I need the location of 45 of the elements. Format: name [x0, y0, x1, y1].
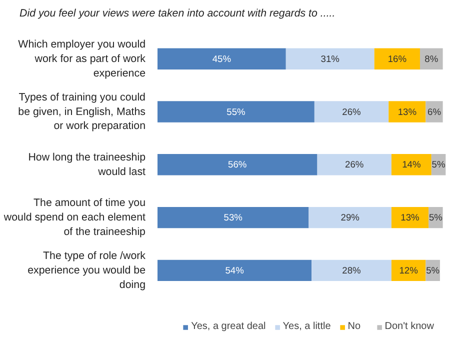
bar — [374, 48, 420, 70]
y-tick-label: How long the traineeship would last — [28, 151, 146, 178]
data-label: 45% — [212, 54, 232, 64]
bar — [308, 206, 392, 228]
data-label: 29% — [340, 212, 360, 223]
legend-label: Yes, a little — [282, 321, 331, 332]
bar — [312, 260, 392, 281]
chart-title: Did you feel your views were taken into account with regards to ..... — [20, 8, 336, 20]
bar — [158, 154, 318, 176]
data-label: 13% — [400, 212, 420, 223]
legend-label: No — [348, 321, 362, 332]
data-label: 13% — [398, 106, 416, 117]
legend-label: Don't know — [384, 321, 434, 332]
bar — [158, 206, 309, 228]
data-label: 14% — [402, 160, 421, 170]
data-label: 8% — [424, 54, 438, 64]
data-label: 56% — [228, 160, 247, 170]
data-label: 54% — [225, 265, 244, 276]
bar — [158, 48, 286, 70]
bar — [317, 154, 392, 176]
data-label: 53% — [224, 212, 242, 223]
data-label: 26% — [342, 106, 361, 117]
data-label: 28% — [342, 265, 361, 276]
data-label: 26% — [345, 160, 364, 170]
data-label: 55% — [226, 106, 246, 117]
y-tick-label: Which employer you would work for as part of work experience — [18, 38, 146, 80]
bar — [314, 101, 389, 122]
bar — [286, 48, 374, 70]
bar — [391, 154, 432, 176]
data-label: 5% — [428, 212, 442, 223]
data-label: 12% — [399, 265, 418, 276]
bar — [158, 260, 312, 281]
data-label: 5% — [432, 160, 446, 170]
legend-label: Yes, a great deal — [191, 321, 266, 332]
y-tick-label: The type of role /work experience you would be doing — [28, 250, 146, 291]
bar — [391, 206, 429, 228]
y-tick-label: The amount of time you would spend on each element of the traineeship — [2, 197, 146, 238]
data-label: 5% — [426, 265, 440, 276]
bar — [391, 260, 426, 281]
data-label: 6% — [428, 106, 441, 117]
data-label: 16% — [388, 54, 406, 64]
bar — [158, 101, 314, 122]
bar — [388, 101, 426, 122]
data-label: 31% — [320, 54, 340, 64]
y-tick-label: Types of training you could be given, in English, Maths or work preparation — [18, 91, 146, 132]
